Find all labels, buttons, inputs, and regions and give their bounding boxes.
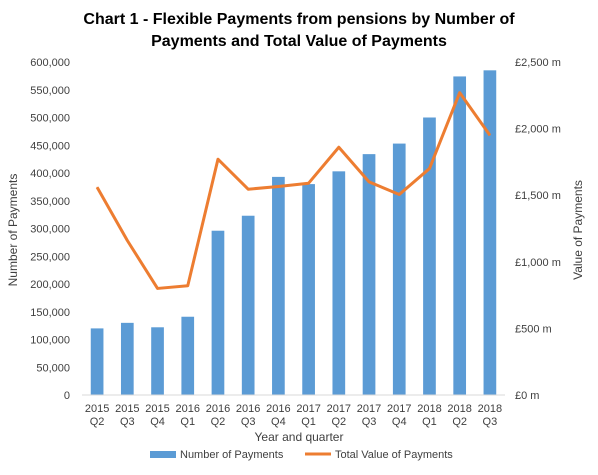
bar (241, 215, 255, 395)
line-point (217, 158, 219, 160)
x-tick-label-quarter: Q2 (90, 416, 105, 428)
y-tick-label-left: 500,000 (30, 113, 70, 125)
bar (211, 230, 225, 395)
x-tick-label-year: 2016 (266, 403, 290, 415)
line-point (126, 239, 128, 241)
x-tick-label-year: 2017 (357, 403, 381, 415)
y-tick-label-right: £500 m (515, 323, 552, 335)
x-tick-label-quarter: Q3 (120, 416, 135, 428)
x-axis-title: Year and quarter (255, 430, 344, 444)
x-tick-label-quarter: Q1 (180, 416, 195, 428)
x-tick-label-year: 2017 (387, 403, 411, 415)
plot-area: 0 50,000 100,000 150,000 200,000 250,000 300,0… (30, 57, 561, 428)
bar (272, 176, 285, 395)
x-tick-label-year: 2018 (447, 403, 471, 415)
x-tick-label-year: 2018 (417, 403, 441, 415)
y-tick-label-left: 200,000 (30, 279, 70, 291)
bar (302, 184, 315, 395)
x-tick-label-quarter: Q1 (422, 416, 437, 428)
x-tick-label-year: 2017 (296, 403, 320, 415)
y-tick-label-right: £0 m (515, 390, 539, 402)
bar (453, 76, 467, 396)
value-line (95, 91, 492, 290)
x-tick-label-quarter: Q2 (211, 416, 226, 428)
y-tick-label-left: 400,000 (30, 168, 70, 180)
y-axis-title-right: Value of Payments (571, 180, 585, 280)
chart-title-line1: Chart 1 - Flexible Payments from pension… (83, 11, 515, 28)
y-tick-label-left: 250,000 (30, 251, 70, 263)
y-tick-label-left: 550,000 (30, 85, 70, 97)
bar (181, 316, 195, 395)
line-point (338, 146, 340, 148)
y-tick-label-left: 300,000 (30, 224, 70, 236)
y-tick-label-left: 50,000 (36, 362, 70, 374)
bar (423, 117, 436, 395)
x-tick-label-quarter: Q3 (483, 416, 498, 428)
x-tick-label-quarter: Q1 (301, 416, 316, 428)
y-axis-title-left: Number of Payments (6, 174, 20, 287)
x-tick-label-quarter: Q4 (150, 416, 165, 428)
line-point (187, 285, 189, 287)
legend-swatch-bars (150, 451, 176, 458)
line-point (459, 92, 461, 94)
bar (392, 143, 406, 395)
x-tick-label-year: 2017 (327, 403, 351, 415)
x-tick-label-year: 2015 (85, 403, 109, 415)
bar (120, 322, 134, 395)
line-point (277, 186, 279, 188)
bar (90, 328, 104, 395)
bar (483, 70, 497, 395)
y-tick-label-right: £1,000 m (515, 257, 561, 269)
x-tick-label-quarter: Q3 (241, 416, 256, 428)
line-point (489, 134, 491, 136)
y-tick-label-right: £2,500 m (515, 57, 561, 69)
line-point (428, 168, 430, 170)
legend-label-bars: Number of Payments (180, 449, 284, 461)
y-tick-label-left: 600,000 (30, 57, 70, 69)
line-point (247, 188, 249, 190)
y-tick-label-left: 0 (64, 390, 70, 402)
x-tick-label-quarter: Q2 (452, 416, 467, 428)
legend: Number of Payments Total Value of Payment… (150, 449, 453, 461)
x-tick-label-quarter: Q4 (392, 416, 407, 428)
y-tick-label-right: £2,000 m (515, 124, 561, 136)
y-tick-label-left: 450,000 (30, 140, 70, 152)
x-tick-label-year: 2018 (478, 403, 502, 415)
x-tick-label-quarter: Q3 (362, 416, 377, 428)
y-tick-label-left: 100,000 (30, 335, 70, 347)
legend-label-line: Total Value of Payments (335, 449, 453, 461)
chart-title-line2: Payments and Total Value of Payments (151, 33, 447, 50)
bar (362, 154, 376, 395)
y-tick-label-left: 150,000 (30, 307, 70, 319)
bar (332, 171, 346, 395)
x-tick-label-quarter: Q2 (331, 416, 346, 428)
x-tick-label-year: 2016 (206, 403, 230, 415)
y-tick-label-right: £1,500 m (515, 190, 561, 202)
x-tick-label-year: 2015 (115, 403, 139, 415)
x-tick-label-year: 2015 (145, 403, 169, 415)
line-point (368, 181, 370, 183)
line-point (398, 194, 400, 196)
x-tick-label-year: 2016 (236, 403, 260, 415)
line-point (157, 287, 159, 289)
line-point (308, 182, 310, 184)
x-tick-label-quarter: Q4 (271, 416, 286, 428)
line-point (96, 186, 98, 188)
y-tick-label-left: 350,000 (30, 196, 70, 208)
bar (151, 327, 164, 395)
x-tick-label-year: 2016 (176, 403, 200, 415)
